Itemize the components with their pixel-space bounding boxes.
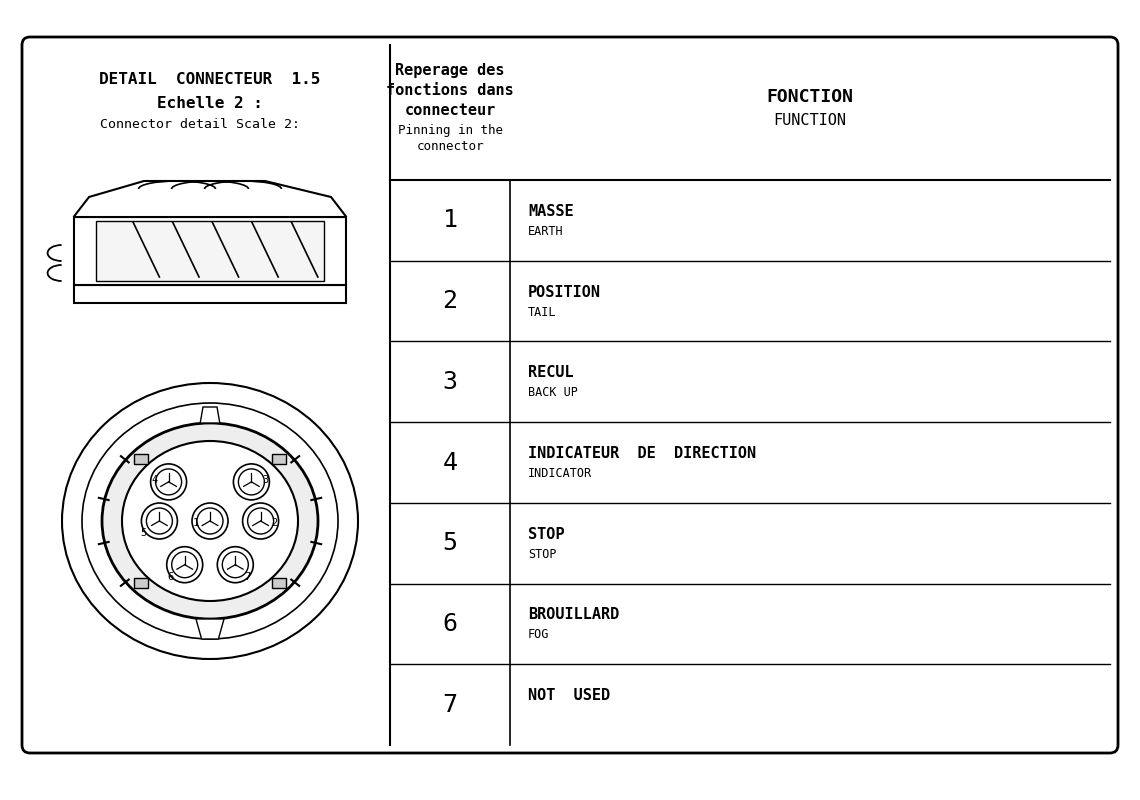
Text: 7: 7 [244, 572, 251, 582]
Circle shape [243, 503, 278, 539]
Text: 1: 1 [193, 518, 200, 528]
Circle shape [197, 508, 223, 534]
FancyBboxPatch shape [74, 285, 347, 303]
Polygon shape [272, 578, 286, 588]
Text: 2: 2 [271, 518, 278, 528]
Circle shape [218, 546, 253, 582]
Circle shape [166, 546, 203, 582]
Text: FONCTION: FONCTION [766, 89, 854, 106]
Ellipse shape [82, 403, 337, 639]
Polygon shape [74, 181, 347, 217]
Ellipse shape [62, 383, 358, 659]
Text: 5: 5 [442, 531, 457, 555]
Circle shape [238, 469, 264, 495]
Polygon shape [133, 578, 148, 588]
Text: 7: 7 [442, 693, 457, 717]
Circle shape [172, 552, 197, 578]
Text: BACK UP: BACK UP [528, 386, 578, 399]
Text: INDICATOR: INDICATOR [528, 467, 592, 480]
Polygon shape [196, 619, 223, 639]
Text: 6: 6 [442, 612, 457, 636]
Circle shape [192, 503, 228, 539]
Text: 1: 1 [442, 208, 457, 232]
Text: DETAIL  CONNECTEUR  1.5: DETAIL CONNECTEUR 1.5 [99, 73, 320, 87]
Text: NOT  USED: NOT USED [528, 688, 610, 703]
FancyBboxPatch shape [96, 221, 325, 281]
Text: FUNCTION: FUNCTION [774, 113, 847, 128]
Polygon shape [201, 407, 220, 423]
Polygon shape [272, 454, 286, 464]
Text: RECUL: RECUL [528, 366, 573, 380]
Polygon shape [133, 454, 148, 464]
Text: STOP: STOP [528, 548, 556, 561]
Text: 3: 3 [442, 370, 457, 394]
Text: 4: 4 [442, 450, 457, 474]
Text: 5: 5 [140, 528, 147, 538]
Circle shape [234, 464, 269, 500]
Text: BROUILLARD: BROUILLARD [528, 607, 619, 622]
Circle shape [247, 508, 274, 534]
Text: EARTH: EARTH [528, 225, 563, 238]
Text: Reperage des: Reperage des [396, 63, 505, 78]
Text: 3: 3 [262, 475, 269, 485]
Circle shape [141, 503, 178, 539]
Text: Connector detail Scale 2:: Connector detail Scale 2: [100, 118, 300, 131]
Text: 2: 2 [442, 289, 457, 313]
Text: fonctions dans: fonctions dans [386, 83, 514, 98]
Text: connecteur: connecteur [405, 103, 496, 118]
Text: MASSE: MASSE [528, 204, 573, 219]
Circle shape [146, 508, 172, 534]
Text: Pinning in the: Pinning in the [398, 124, 503, 137]
FancyBboxPatch shape [74, 217, 347, 285]
Ellipse shape [122, 441, 298, 601]
Ellipse shape [101, 423, 318, 619]
Text: INDICATEUR  DE  DIRECTION: INDICATEUR DE DIRECTION [528, 446, 756, 461]
Text: Echelle 2 :: Echelle 2 : [157, 95, 263, 110]
Text: 4: 4 [152, 475, 157, 485]
Circle shape [222, 552, 249, 578]
Circle shape [150, 464, 187, 500]
FancyBboxPatch shape [22, 37, 1118, 753]
Text: 6: 6 [168, 572, 173, 582]
Circle shape [155, 469, 181, 495]
Text: connector: connector [416, 140, 483, 153]
Text: STOP: STOP [528, 526, 564, 542]
Text: TAIL: TAIL [528, 306, 556, 318]
Text: FOG: FOG [528, 629, 549, 642]
Text: POSITION: POSITION [528, 285, 601, 299]
